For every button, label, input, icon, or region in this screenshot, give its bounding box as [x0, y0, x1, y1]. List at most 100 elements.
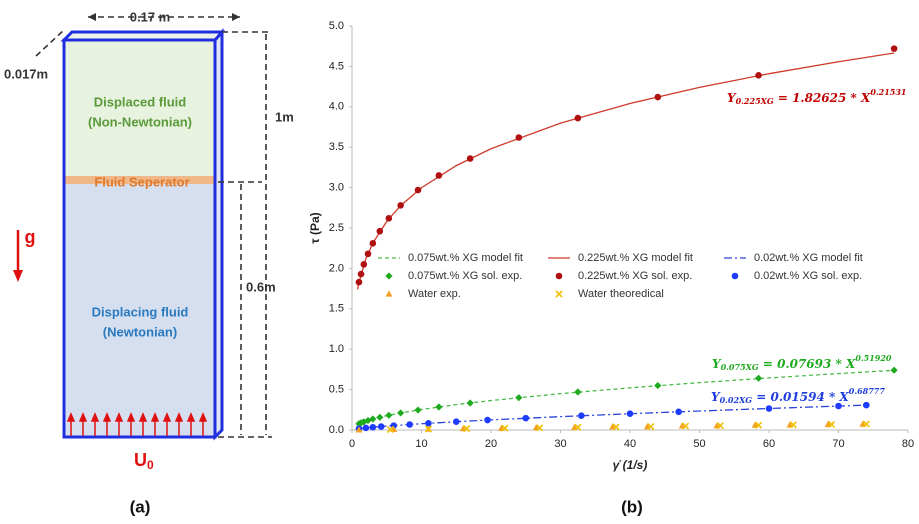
data-point	[357, 419, 365, 427]
data-point	[369, 423, 377, 431]
data-point	[385, 215, 393, 222]
data-point	[369, 415, 377, 423]
data-point	[386, 425, 394, 434]
data-point	[654, 381, 662, 390]
data-point	[863, 401, 870, 409]
lower-height-label: 0.6m	[246, 279, 276, 294]
equation-sub: 0.02XG	[720, 395, 753, 405]
data-point	[515, 394, 523, 402]
equation-annotation: Y0.225XG = 1.82625 * X0.21531	[727, 87, 907, 106]
panel-label: (b)	[621, 497, 643, 516]
x-tick-label: 80	[902, 438, 914, 450]
data-point	[452, 418, 460, 425]
legend-swatch	[555, 272, 563, 280]
equation-body: = 0.07693 * X	[759, 357, 856, 371]
inlet-base: U	[134, 450, 147, 470]
y-tick-label: 2.0	[329, 262, 344, 274]
lower-fluid-label: Displacing fluid	[92, 304, 189, 319]
legend-label: 0.225wt.% XG sol. exp.	[578, 270, 692, 282]
width-label: 0.17 m	[130, 9, 170, 24]
chart: 0.0 0.5 1.0 1.5 2.0 2.5 3.0 3.5 4.0 4.5 5.0 0 10 20 30…	[308, 20, 914, 472]
data-point	[435, 403, 443, 411]
equation-sup: 0.51920	[855, 353, 892, 363]
data-point	[515, 134, 523, 141]
data-point	[355, 278, 363, 286]
y-tick-label: 1.5	[329, 303, 344, 315]
legend-label: Water theoredical	[578, 288, 664, 300]
front-face	[62, 38, 217, 439]
data-point	[835, 402, 842, 410]
legend-swatch	[731, 272, 739, 280]
x-tick-label: 20	[485, 438, 497, 450]
data-point	[522, 414, 530, 422]
data-point	[675, 408, 682, 416]
tank-diagram: 0.17 m 0.017m 1m 0.6m Displaced fluid (N…	[4, 9, 294, 472]
data-point	[890, 366, 898, 374]
data-point	[789, 421, 797, 429]
data-point	[397, 409, 405, 417]
legend-label: 0.02wt.% XG model fit	[754, 252, 863, 264]
data-point	[862, 420, 870, 428]
y-tick-label: 4.5	[329, 60, 344, 72]
data-point	[466, 399, 474, 407]
equation-annotation: Y0.02XG = 0.01594 * X0.68777	[711, 386, 885, 405]
data-point	[376, 413, 384, 421]
x-tick-label: 0	[349, 438, 355, 450]
equation-sup: 0.21531	[870, 87, 906, 97]
data-point	[612, 423, 620, 431]
equation-body: = 1.82625 * X	[774, 91, 871, 105]
dimension-lines	[35, 13, 272, 438]
data-point	[484, 416, 491, 424]
x-axis-label: γ̇ (1/s)	[613, 458, 648, 472]
data-point	[377, 423, 385, 430]
x-tick-label: 40	[624, 438, 636, 450]
data-point	[360, 261, 368, 268]
data-point	[385, 411, 393, 419]
legend-label: 0.075wt.% XG model fit	[408, 252, 523, 264]
y-tick-label: 0.5	[329, 384, 344, 396]
fit-line	[357, 369, 895, 426]
data-point	[355, 426, 363, 433]
gravity-arrow	[13, 230, 23, 282]
y-tick-label: 3.0	[329, 182, 344, 194]
equation-base: Y	[711, 390, 721, 404]
separator-label: Fluid Seperator	[94, 174, 189, 189]
data-point	[827, 420, 836, 428]
data-point	[414, 406, 422, 414]
data-point	[765, 405, 773, 412]
data-point	[682, 422, 690, 430]
panel-label: (a)	[130, 497, 151, 516]
data-point	[397, 202, 404, 209]
displacing-fluid-region	[64, 184, 215, 437]
data-point	[364, 416, 372, 425]
displaced-fluid-region	[64, 40, 215, 178]
data-point	[755, 421, 763, 429]
data-point	[376, 227, 384, 235]
x-tick-label: 30	[554, 438, 566, 450]
data-point	[654, 93, 662, 101]
data-point	[578, 412, 585, 419]
x-tick-label: 70	[832, 438, 844, 450]
data-point	[463, 425, 471, 433]
data-point	[357, 270, 365, 278]
legend-label: Water exp.	[408, 288, 461, 300]
equation-annotation: Y0.075XG = 0.07693 * X0.51920	[712, 353, 892, 372]
inlet-sub: 0	[147, 458, 154, 472]
legend-label: 0.225wt.% XG model fit	[578, 252, 693, 264]
data-point	[424, 425, 433, 433]
upper-fluid-label: Displaced fluid	[94, 94, 187, 109]
x-tick-label: 10	[415, 438, 427, 450]
equation-base: Y	[727, 91, 737, 105]
lower-fluid-label: (Newtonian)	[103, 324, 177, 339]
equation-sub: 0.225XG	[736, 96, 774, 106]
data-point	[574, 114, 582, 122]
data-point	[626, 410, 634, 417]
data-point	[647, 422, 655, 431]
legend-label: 0.075wt.% XG sol. exp.	[408, 270, 522, 282]
data-point	[406, 421, 413, 428]
gravity-label: g	[25, 227, 36, 247]
data-point	[414, 186, 422, 194]
data-point	[755, 71, 762, 79]
y-tick-label: 4.0	[329, 101, 344, 113]
